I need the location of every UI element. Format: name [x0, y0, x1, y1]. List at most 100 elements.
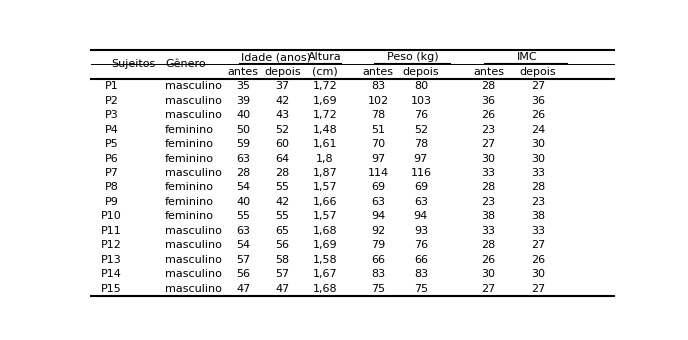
- Text: 26: 26: [531, 255, 545, 265]
- Text: 30: 30: [482, 154, 495, 164]
- Text: 94: 94: [371, 211, 385, 221]
- Text: 1,57: 1,57: [312, 211, 337, 221]
- Text: 92: 92: [371, 226, 385, 236]
- Text: feminino: feminino: [165, 124, 214, 135]
- Text: P9: P9: [105, 197, 118, 207]
- Text: 27: 27: [482, 284, 495, 294]
- Text: 24: 24: [531, 124, 546, 135]
- Text: Idade (anos): Idade (anos): [241, 52, 311, 62]
- Text: 33: 33: [531, 168, 545, 178]
- Text: 1,69: 1,69: [312, 240, 337, 250]
- Text: 1,58: 1,58: [312, 255, 337, 265]
- Text: 33: 33: [482, 168, 495, 178]
- Text: 1,48: 1,48: [312, 124, 337, 135]
- Text: masculino: masculino: [165, 81, 222, 91]
- Text: feminino: feminino: [165, 139, 214, 149]
- Text: 28: 28: [482, 81, 495, 91]
- Text: 1,67: 1,67: [312, 269, 337, 279]
- Text: depois: depois: [402, 67, 439, 77]
- Text: 38: 38: [531, 211, 545, 221]
- Text: 57: 57: [275, 269, 289, 279]
- Text: 27: 27: [531, 81, 546, 91]
- Text: 40: 40: [236, 110, 250, 120]
- Text: 56: 56: [275, 240, 289, 250]
- Text: feminino: feminino: [165, 197, 214, 207]
- Text: 103: 103: [410, 96, 431, 106]
- Text: 76: 76: [413, 240, 428, 250]
- Text: masculino: masculino: [165, 110, 222, 120]
- Text: 55: 55: [275, 183, 289, 192]
- Text: 1,72: 1,72: [312, 110, 337, 120]
- Text: 60: 60: [275, 139, 289, 149]
- Text: 63: 63: [236, 226, 250, 236]
- Text: depois: depois: [520, 67, 557, 77]
- Text: 97: 97: [413, 154, 428, 164]
- Text: 52: 52: [413, 124, 428, 135]
- Text: 64: 64: [275, 154, 289, 164]
- Text: 33: 33: [482, 226, 495, 236]
- Text: 28: 28: [482, 183, 495, 192]
- Text: 43: 43: [275, 110, 289, 120]
- Text: 70: 70: [371, 139, 385, 149]
- Text: 58: 58: [275, 255, 289, 265]
- Text: 69: 69: [371, 183, 385, 192]
- Text: masculino: masculino: [165, 240, 222, 250]
- Text: 26: 26: [482, 110, 495, 120]
- Text: P3: P3: [105, 110, 118, 120]
- Text: P13: P13: [101, 255, 122, 265]
- Text: P10: P10: [101, 211, 122, 221]
- Text: 66: 66: [372, 255, 385, 265]
- Text: 1,57: 1,57: [312, 183, 337, 192]
- Text: 55: 55: [275, 211, 289, 221]
- Text: 42: 42: [275, 197, 290, 207]
- Text: 42: 42: [275, 96, 290, 106]
- Text: 51: 51: [372, 124, 385, 135]
- Text: 1,66: 1,66: [312, 197, 337, 207]
- Text: depois: depois: [264, 67, 301, 77]
- Text: 39: 39: [236, 96, 250, 106]
- Text: P14: P14: [101, 269, 122, 279]
- Text: 28: 28: [236, 168, 250, 178]
- Text: 114: 114: [367, 168, 389, 178]
- Text: Sujeitos: Sujeitos: [111, 59, 156, 69]
- Text: 23: 23: [482, 124, 495, 135]
- Text: P7: P7: [105, 168, 118, 178]
- Text: 47: 47: [236, 284, 250, 294]
- Text: Peso (kg): Peso (kg): [387, 52, 439, 62]
- Text: antes: antes: [473, 67, 504, 77]
- Text: 38: 38: [482, 211, 495, 221]
- Text: 52: 52: [275, 124, 289, 135]
- Text: 83: 83: [371, 269, 385, 279]
- Text: 66: 66: [414, 255, 428, 265]
- Text: 55: 55: [236, 211, 250, 221]
- Text: 30: 30: [531, 269, 545, 279]
- Text: P2: P2: [105, 96, 118, 106]
- Text: 30: 30: [482, 269, 495, 279]
- Text: P1: P1: [105, 81, 118, 91]
- Text: 63: 63: [372, 197, 385, 207]
- Text: 1,68: 1,68: [312, 226, 337, 236]
- Text: 28: 28: [482, 240, 495, 250]
- Text: P8: P8: [105, 183, 118, 192]
- Text: 94: 94: [413, 211, 428, 221]
- Text: P11: P11: [101, 226, 122, 236]
- Text: 54: 54: [236, 240, 250, 250]
- Text: 37: 37: [275, 81, 289, 91]
- Text: P12: P12: [101, 240, 122, 250]
- Text: 78: 78: [413, 139, 428, 149]
- Text: 79: 79: [371, 240, 385, 250]
- Text: 26: 26: [531, 110, 545, 120]
- Text: 1,8: 1,8: [316, 154, 334, 164]
- Text: 36: 36: [482, 96, 495, 106]
- Text: 28: 28: [275, 168, 290, 178]
- Text: P5: P5: [105, 139, 118, 149]
- Text: 27: 27: [531, 240, 546, 250]
- Text: 76: 76: [413, 110, 428, 120]
- Text: 83: 83: [371, 81, 385, 91]
- Text: 35: 35: [236, 81, 250, 91]
- Text: 50: 50: [236, 124, 250, 135]
- Text: 23: 23: [531, 197, 545, 207]
- Text: 75: 75: [413, 284, 428, 294]
- Text: 56: 56: [236, 269, 250, 279]
- Text: 47: 47: [275, 284, 290, 294]
